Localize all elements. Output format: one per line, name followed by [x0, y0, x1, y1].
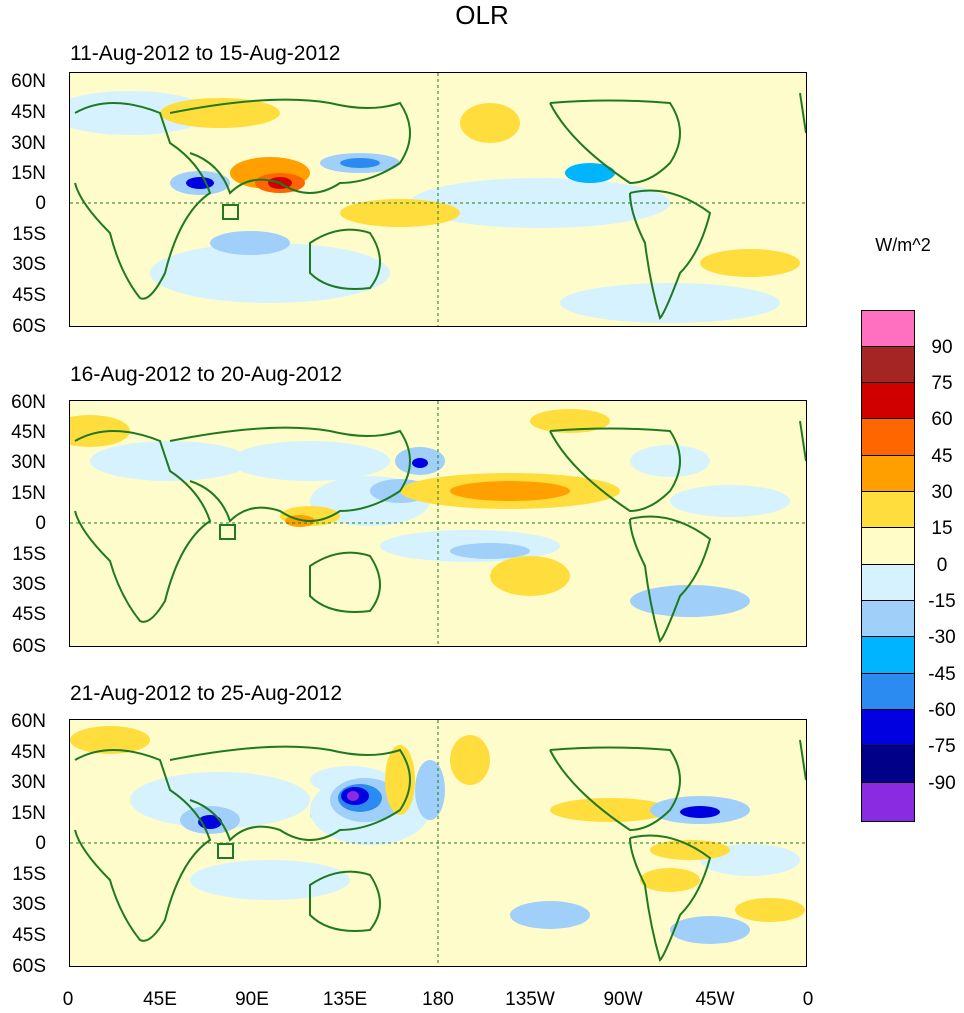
- colorbar-label-90: 90: [931, 337, 953, 358]
- panel-1-coastlines: [74, 92, 806, 320]
- panel-3-coastlines: [74, 739, 806, 962]
- colorbar-label-neg30: -30: [928, 627, 956, 648]
- colorbar-box-8: [861, 564, 915, 601]
- panel-3-region-box: [217, 843, 234, 859]
- colorbar-box-5: [861, 455, 915, 492]
- colorbar-label-75: 75: [931, 373, 953, 394]
- panel-3-anomalies: [70, 726, 805, 944]
- lon-label-135e: 135E: [322, 989, 368, 1010]
- colorbar: [861, 310, 915, 822]
- lon-label-45e: 45E: [143, 989, 177, 1010]
- colorbar-label-15: 15: [931, 518, 953, 539]
- figure-title: OLR: [455, 0, 509, 30]
- panel-1-lat-15N: 15N: [11, 163, 46, 184]
- lon-label-90e: 90E: [235, 989, 269, 1010]
- panel-1-lat-30N: 30N: [11, 133, 46, 154]
- panel-3-svg: [70, 720, 806, 966]
- panel-1-lat-15S: 15S: [12, 224, 46, 245]
- panel-2-lat-45N: 45N: [11, 422, 46, 443]
- panel-3-lat-0: 0: [35, 833, 46, 854]
- panel-3-lat-60N: 60N: [11, 711, 46, 732]
- panel-3-lat-30S: 30S: [12, 894, 46, 915]
- lon-label-180: 180: [422, 989, 454, 1010]
- colorbar-box-10: [861, 636, 915, 674]
- panel-3-lat-60S: 60S: [12, 956, 46, 977]
- colorbar-label-45: 45: [931, 446, 953, 467]
- colorbar-label-neg90: -90: [928, 773, 956, 794]
- lon-label-45w: 45W: [695, 989, 735, 1010]
- panel-3-lat-30N: 30N: [11, 772, 46, 793]
- colorbar-label-neg15: -15: [928, 591, 956, 612]
- colorbar-box-6: [861, 491, 915, 528]
- colorbar-label-30: 30: [931, 482, 953, 503]
- colorbar-label-0: 0: [936, 555, 948, 576]
- panel-2-lat-30S: 30S: [12, 574, 46, 595]
- panel-2-lat-15N: 15N: [11, 483, 46, 504]
- colorbar-label-60: 60: [931, 409, 953, 430]
- panel-2-lat-60S: 60S: [12, 636, 46, 657]
- colorbar-box-9: [861, 600, 915, 637]
- lon-label-0-east: 0: [802, 989, 814, 1010]
- panel-1-lat-45N: 45N: [11, 102, 46, 123]
- colorbar-box-13: [861, 745, 915, 783]
- panel-2-region-box: [219, 524, 236, 540]
- colorbar-label-neg45: -45: [928, 664, 956, 685]
- panel-2-title: 16-Aug-2012 to 20-Aug-2012: [70, 363, 343, 386]
- panel-2-lat-60N: 60N: [11, 392, 46, 413]
- panel-2-lat-0: 0: [35, 513, 46, 534]
- lon-label-135w: 135W: [505, 989, 555, 1010]
- panel-1-region-box: [222, 204, 239, 220]
- colorbar-box-12: [861, 709, 915, 746]
- panel-1-lat-0: 0: [35, 193, 46, 214]
- panel-3-title: 21-Aug-2012 to 25-Aug-2012: [70, 682, 343, 705]
- colorbar-box-14: [861, 782, 915, 822]
- panel-1-map: [69, 72, 807, 327]
- panel-1-lat-60N: 60N: [11, 71, 46, 92]
- lon-label-0: 0: [62, 989, 74, 1010]
- panel-2-lat-45S: 45S: [12, 604, 46, 625]
- panel-2-svg: [70, 401, 806, 646]
- panel-3-lat-15N: 15N: [11, 803, 46, 824]
- colorbar-box-7: [861, 527, 915, 565]
- colorbar-box-1: [861, 310, 915, 347]
- panel-3-lat-15S: 15S: [12, 864, 46, 885]
- panel-2-map: [69, 400, 807, 647]
- panel-2-lat-30N: 30N: [11, 452, 46, 473]
- panel-1-svg: [70, 73, 806, 326]
- colorbar-units: W/m^2: [875, 235, 931, 255]
- panel-1-lat-45S: 45S: [12, 285, 46, 306]
- colorbar-box-11: [861, 673, 915, 710]
- panel-3-map: [69, 719, 807, 967]
- panel-2-coastlines: [74, 420, 806, 643]
- colorbar-box-2: [861, 346, 915, 383]
- colorbar-box-4: [861, 418, 915, 456]
- panel-1-lat-60S: 60S: [12, 316, 46, 337]
- panel-3-lat-45N: 45N: [11, 742, 46, 763]
- panel-1-title: 11-Aug-2012 to 15-Aug-2012: [70, 42, 341, 65]
- colorbar-box-3: [861, 382, 915, 419]
- lon-label-90w: 90W: [603, 989, 643, 1010]
- panel-2-lat-15S: 15S: [12, 544, 46, 565]
- colorbar-label-neg60: -60: [928, 700, 956, 721]
- colorbar-label-neg75: -75: [928, 736, 956, 757]
- panel-1-lat-30S: 30S: [12, 254, 46, 275]
- panel-3-lat-45S: 45S: [12, 925, 46, 946]
